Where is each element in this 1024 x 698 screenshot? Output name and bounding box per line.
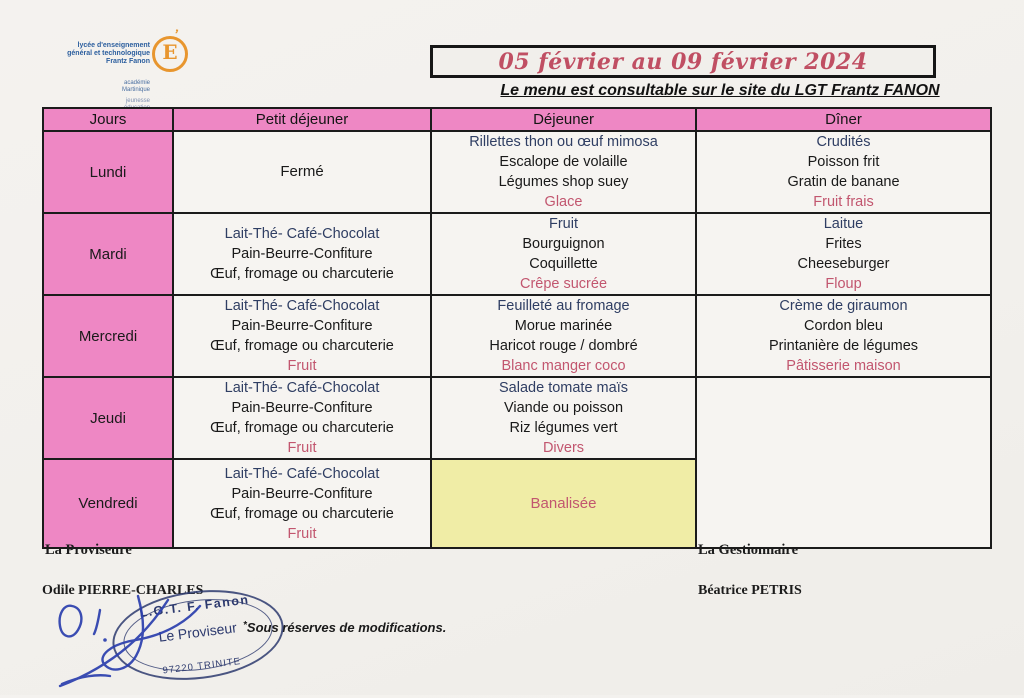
menu-item: Pain-Beurre-Confiture (231, 246, 373, 262)
cell-mardi-dejeuner: Fruit Bourguignon Coquillette Crêpe sucr… (430, 212, 697, 296)
disclaimer-note: *Sous réserves de modifications. (243, 620, 447, 635)
menu-item: Cheeseburger (797, 256, 890, 272)
table-row: Lundi Fermé Rillettes thon ou œuf mimosa… (42, 130, 992, 214)
menu-item: Œuf, fromage ou charcuterie (210, 338, 394, 354)
menu-item: Fruit (287, 440, 317, 456)
cell-mercredi-diner: Crème de giraumon Cordon bleu Printanièr… (695, 294, 992, 378)
cell-vendredi-dejeuner: Banalisée (430, 458, 697, 549)
menu-item: Poisson frit (807, 154, 880, 170)
left-signer-name: Odile PIERRE-CHARLES (42, 583, 204, 598)
academy-label: académie Martinique (121, 80, 150, 93)
menu-item: Pain-Beurre-Confiture (231, 485, 373, 502)
menu-item: Bourguignon (522, 236, 605, 252)
education-nationale-e-icon: E (152, 36, 188, 72)
menu-subtitle: Le menu est consultable sur le site du L… (500, 82, 940, 99)
menu-item: Fermé (280, 163, 324, 180)
menu-item: Blanc manger coco (501, 358, 626, 374)
menu-item: Crêpe sucrée (519, 276, 608, 292)
menu-item: Œuf, fromage ou charcuterie (210, 266, 394, 282)
cell-lundi-diner: Crudités Poisson frit Gratin de banane F… (695, 130, 992, 214)
cell-vendredi-petit-dejeuner: Lait-Thé- Café-Chocolat Pain-Beurre-Conf… (172, 458, 432, 549)
cell-mardi-diner: Laitue Frites Cheeseburger Floup (695, 212, 992, 296)
cell-lundi-petit-dejeuner: Fermé (172, 130, 432, 214)
menu-item: Gratin de banane (787, 174, 900, 190)
menu-item: Divers (542, 440, 585, 456)
table-header-row: Jours Petit déjeuner Déjeuner Dîner (42, 107, 992, 132)
school-name: lycée d'enseignement général et technolo… (67, 42, 150, 65)
menu-item: Lait-Thé- Café-Chocolat (224, 226, 380, 242)
menu-item: Frites (825, 236, 862, 252)
asterisk: * (243, 620, 247, 631)
week-title: 05 février au 09 février 2024 (498, 49, 868, 75)
menu-item: Morue marinée (514, 318, 613, 334)
table-row: Vendredi Lait-Thé- Café-Chocolat Pain-Be… (42, 458, 991, 549)
cell-jeudi-vendredi-diner-empty (695, 376, 992, 549)
day-cell-lundi: Lundi (42, 130, 174, 214)
menu-item: Crudités (816, 134, 871, 150)
menu-item: Glace (544, 194, 583, 210)
menu-item: Cordon bleu (804, 318, 883, 334)
col-header-diner: Dîner (695, 107, 992, 132)
menu-item: Feuilleté au fromage (497, 298, 630, 314)
menu-item: Coquillette (529, 256, 598, 272)
menu-item: Lait-Thé- Café-Chocolat (224, 380, 380, 396)
menu-item: Viande ou poisson (503, 400, 624, 416)
table-row: Jeudi Lait-Thé- Café-Chocolat Pain-Beurr… (42, 376, 992, 549)
day-cell-mercredi: Mercredi (42, 294, 174, 378)
menu-item: Fruit (287, 525, 317, 542)
cell-mardi-petit-dejeuner: Lait-Thé- Café-Chocolat Pain-Beurre-Conf… (172, 212, 432, 296)
menu-item: Escalope de volaille (499, 154, 628, 170)
right-signer-role: La Gestionnaire (698, 542, 799, 558)
day-cell-jeudi: Jeudi (42, 376, 174, 460)
menu-item: Printanière de légumes (768, 338, 919, 354)
menu-item: Haricot rouge / dombré (489, 338, 638, 354)
menu-item: Laitue (823, 216, 864, 232)
menu-item: Rillettes thon ou œuf mimosa (469, 134, 658, 150)
menu-item: Lait-Thé- Café-Chocolat (224, 465, 380, 482)
left-signer-role: La Proviseure (45, 542, 132, 558)
menu-item: Salade tomate maïs (499, 380, 628, 396)
right-signer-name: Béatrice PETRIS (698, 583, 802, 598)
menu-item: Lait-Thé- Café-Chocolat (224, 298, 380, 314)
day-cell-mardi: Mardi (42, 212, 174, 296)
table-row: Mercredi Lait-Thé- Café-Chocolat Pain-Be… (42, 294, 992, 378)
week-title-box: 05 février au 09 février 2024 (430, 45, 936, 78)
menu-item: Banalisée (530, 494, 597, 512)
cell-lundi-dejeuner: Rillettes thon ou œuf mimosa Escalope de… (430, 130, 697, 214)
menu-item: Fruit (549, 216, 578, 232)
menu-item: Légumes shop suey (498, 174, 629, 190)
menu-item: Riz légumes vert (509, 420, 618, 436)
day-cell-vendredi: Vendredi (42, 458, 174, 549)
col-header-dejeuner: Déjeuner (430, 107, 697, 132)
col-header-jours: Jours (42, 107, 174, 132)
menu-item: Pain-Beurre-Confiture (231, 318, 373, 334)
cell-mercredi-petit-dejeuner: Lait-Thé- Café-Chocolat Pain-Beurre-Conf… (172, 294, 432, 378)
menu-item: Crème de giraumon (779, 298, 908, 314)
menu-table: Jours Petit déjeuner Déjeuner Dîner Lund… (42, 107, 992, 549)
table-row: Mardi Lait-Thé- Café-Chocolat Pain-Beurr… (42, 212, 992, 296)
menu-item: Œuf, fromage ou charcuterie (210, 505, 394, 522)
col-header-petit-dejeuner: Petit déjeuner (172, 107, 432, 132)
menu-item: Œuf, fromage ou charcuterie (210, 420, 394, 436)
menu-item: Floup (825, 276, 862, 292)
menu-item: Fruit frais (813, 194, 874, 210)
menu-item: Pain-Beurre-Confiture (231, 400, 373, 416)
menu-item: Fruit (287, 358, 317, 374)
cell-jeudi-dejeuner: Salade tomate maïs Viande ou poisson Riz… (430, 376, 697, 460)
cell-jeudi-petit-dejeuner: Lait-Thé- Café-Chocolat Pain-Beurre-Conf… (172, 376, 432, 460)
cell-mercredi-dejeuner: Feuilleté au fromage Morue marinée Haric… (430, 294, 697, 378)
menu-item: Pâtisserie maison (786, 358, 901, 374)
